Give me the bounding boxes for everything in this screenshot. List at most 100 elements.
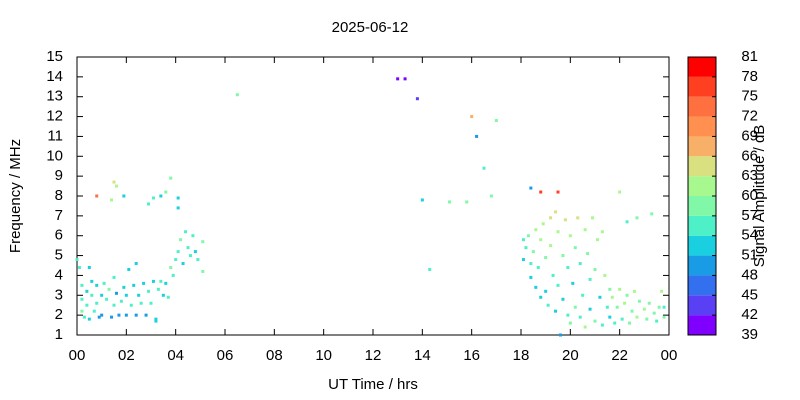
data-point bbox=[605, 305, 609, 309]
data-point bbox=[556, 283, 560, 287]
data-point bbox=[85, 303, 89, 307]
data-point bbox=[593, 267, 597, 271]
y-tick-label: 13 bbox=[46, 88, 63, 105]
data-point bbox=[82, 315, 86, 319]
y-axis-label: Frequency / MHz bbox=[7, 139, 24, 253]
data-point bbox=[137, 293, 141, 297]
y-tick-label: 6 bbox=[55, 227, 63, 244]
data-point bbox=[95, 194, 99, 198]
data-point bbox=[554, 309, 558, 313]
data-point bbox=[132, 283, 136, 287]
data-point bbox=[151, 196, 155, 200]
data-point bbox=[618, 287, 622, 291]
x-tick-label: 16 bbox=[463, 347, 480, 364]
x-tick-label: 00 bbox=[69, 347, 86, 364]
data-point bbox=[174, 258, 178, 262]
data-point bbox=[578, 315, 582, 319]
colorbar-band bbox=[688, 215, 716, 236]
y-tick-label: 12 bbox=[46, 108, 63, 125]
data-point bbox=[615, 305, 619, 309]
colorbar-band bbox=[688, 275, 716, 296]
data-point bbox=[428, 267, 432, 271]
colorbar-tick-label: 78 bbox=[741, 68, 758, 85]
y-tick-label: 14 bbox=[46, 68, 63, 85]
x-tick-label: 12 bbox=[365, 347, 382, 364]
data-point bbox=[134, 262, 138, 266]
chart-title: 2025-06-12 bbox=[332, 19, 409, 36]
colorbar-tick-label: 48 bbox=[741, 266, 758, 283]
data-point bbox=[494, 119, 498, 123]
data-point bbox=[147, 202, 151, 206]
data-point bbox=[556, 230, 560, 234]
data-point bbox=[95, 283, 99, 287]
data-point bbox=[475, 134, 479, 138]
data-point bbox=[176, 250, 180, 254]
data-point bbox=[558, 333, 562, 337]
x-tick-label: 04 bbox=[167, 347, 184, 364]
data-point bbox=[529, 262, 533, 266]
data-point bbox=[541, 222, 545, 226]
data-point bbox=[169, 176, 173, 180]
colorbar-band bbox=[688, 176, 716, 196]
data-point bbox=[181, 262, 185, 266]
data-point bbox=[566, 313, 570, 317]
data-point bbox=[521, 238, 525, 242]
data-point bbox=[591, 216, 595, 220]
colorbar-tick-label: 51 bbox=[741, 247, 758, 264]
colorbar-band bbox=[688, 116, 716, 137]
data-point bbox=[465, 200, 469, 204]
data-point bbox=[201, 269, 205, 273]
data-point bbox=[524, 246, 528, 250]
data-point bbox=[573, 305, 577, 309]
data-point bbox=[539, 238, 543, 242]
data-point bbox=[119, 299, 123, 303]
data-point bbox=[610, 295, 614, 299]
data-point bbox=[628, 321, 632, 325]
data-point bbox=[110, 315, 114, 319]
x-tick-label: 22 bbox=[611, 347, 628, 364]
colorbar-tick-label: 81 bbox=[741, 48, 758, 65]
data-point bbox=[635, 216, 639, 220]
data-point bbox=[196, 258, 200, 262]
data-point bbox=[630, 309, 634, 313]
colorbar-band bbox=[688, 196, 716, 216]
data-point bbox=[551, 273, 555, 277]
data-point bbox=[122, 194, 126, 198]
data-point bbox=[92, 309, 96, 313]
colorbar-band bbox=[688, 295, 716, 316]
data-point bbox=[534, 228, 538, 232]
data-point bbox=[549, 244, 553, 248]
data-point bbox=[169, 265, 173, 269]
data-point bbox=[549, 216, 553, 220]
data-point bbox=[156, 287, 160, 291]
data-point bbox=[171, 273, 175, 277]
x-tick-label: 18 bbox=[513, 347, 530, 364]
x-tick-label: 08 bbox=[266, 347, 283, 364]
data-point bbox=[539, 190, 543, 194]
data-point bbox=[110, 198, 114, 202]
y-tick-label: 9 bbox=[55, 167, 63, 184]
data-point bbox=[100, 313, 104, 317]
data-point bbox=[598, 295, 602, 299]
data-point bbox=[112, 180, 116, 184]
colorbar-tick-label: 63 bbox=[741, 167, 758, 184]
data-point bbox=[623, 301, 627, 305]
data-point bbox=[568, 234, 572, 238]
data-point bbox=[489, 194, 493, 198]
data-point bbox=[112, 303, 116, 307]
data-point bbox=[613, 321, 617, 325]
data-point bbox=[593, 319, 597, 323]
data-point bbox=[75, 258, 79, 262]
data-point bbox=[154, 319, 158, 323]
y-tick-label: 10 bbox=[46, 147, 63, 164]
data-point bbox=[161, 293, 165, 297]
colorbar-tick-label: 45 bbox=[741, 286, 758, 303]
data-point bbox=[620, 317, 624, 321]
data-point bbox=[124, 313, 128, 317]
data-point bbox=[635, 315, 639, 319]
data-point bbox=[420, 198, 424, 202]
data-point bbox=[129, 303, 133, 307]
data-point bbox=[117, 313, 121, 317]
data-point bbox=[193, 250, 197, 254]
y-tick-label: 3 bbox=[55, 286, 63, 303]
